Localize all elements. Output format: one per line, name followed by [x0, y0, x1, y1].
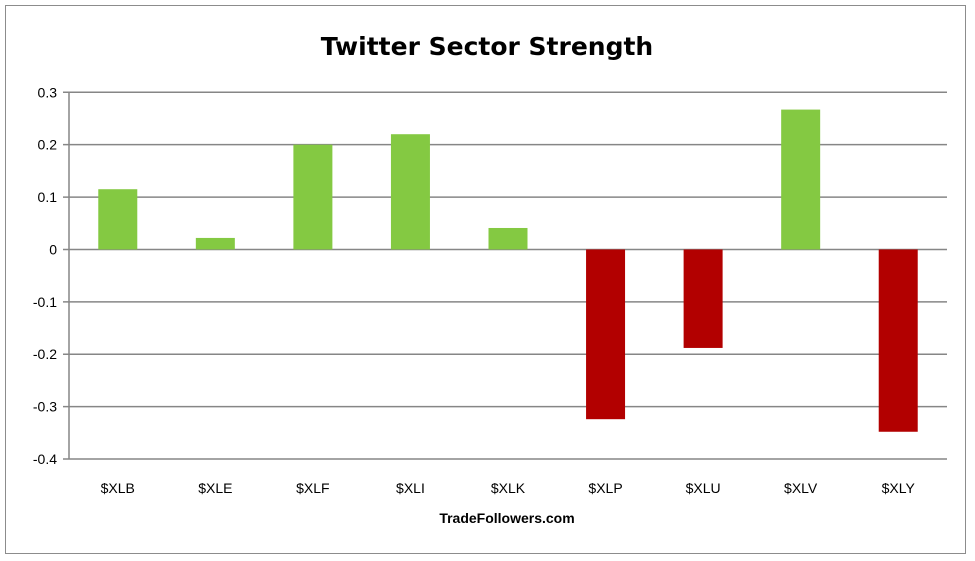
- x-tick-label: $XLP: [588, 480, 622, 496]
- y-tick-label: -0.3: [33, 399, 57, 415]
- x-tick-label: $XLK: [491, 480, 526, 496]
- x-tick-label: $XLU: [686, 480, 721, 496]
- x-tick-label: $XLV: [784, 480, 818, 496]
- bar: [488, 227, 528, 250]
- bar: [98, 189, 138, 250]
- y-tick-label: -0.1: [33, 294, 57, 310]
- x-tick-label: $XLF: [296, 480, 329, 496]
- y-tick-label: 0: [49, 241, 57, 257]
- y-tick-label: 0.3: [38, 84, 58, 100]
- y-tick-label: 0.2: [38, 137, 58, 153]
- bar: [195, 237, 235, 250]
- chart-frame: [5, 5, 966, 554]
- x-tick-label: $XLB: [101, 480, 135, 496]
- y-tick-label: -0.2: [33, 346, 57, 362]
- y-tick-label: 0.1: [38, 189, 58, 205]
- x-axis-label: TradeFollowers.com: [439, 510, 574, 526]
- x-tick-label: $XLY: [882, 480, 916, 496]
- x-tick-label: $XLE: [198, 480, 232, 496]
- bar: [390, 134, 430, 250]
- bar: [586, 249, 626, 420]
- chart-title: Twitter Sector Strength: [321, 32, 653, 61]
- x-tick-label: $XLI: [396, 480, 425, 496]
- bar: [781, 109, 821, 250]
- bar: [683, 249, 723, 348]
- bar: [293, 144, 333, 250]
- y-tick-label: -0.4: [33, 451, 57, 467]
- bar: [878, 249, 918, 432]
